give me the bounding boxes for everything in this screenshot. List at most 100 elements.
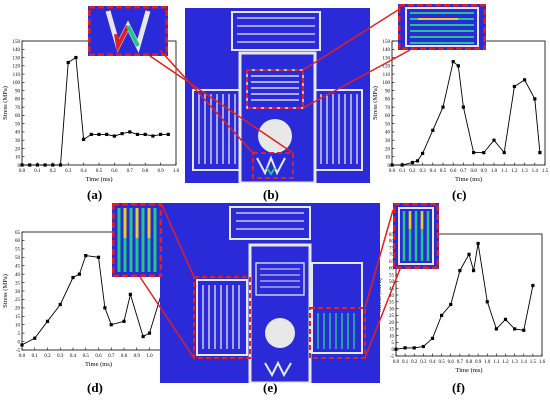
y-tick-label: 25 [15,298,21,303]
panel-label-d: (d) [87,380,103,395]
y-tick-label: 50 [15,256,21,261]
y-tick-label: 60 [385,114,391,119]
inset-right-comb-image [393,203,439,269]
data-point [394,347,398,351]
data-point [51,163,55,167]
data-point [523,78,527,82]
data-point [122,319,126,323]
x-tick-label: 0.2 [411,360,418,365]
inset-top-comb-image [398,4,486,50]
y-tick-label: 40 [15,131,21,136]
data-point [522,328,526,332]
x-tick-label: 1.0 [173,169,180,174]
data-point [58,163,63,167]
x-tick-label: 1.6 [539,360,546,365]
data-point [492,138,496,142]
data-point [135,132,140,137]
x-tick-label: 0.1 [34,169,41,174]
y-tick-label: 140 [383,48,391,53]
x-tick-label: 0.7 [108,354,115,359]
data-point [456,64,460,68]
y-tick-label: 150 [13,40,21,45]
data-point [533,97,537,101]
x-tick-label: 1.1 [501,169,508,174]
y-tick-label: 30 [15,290,21,295]
y-tick-label: 10 [15,324,21,329]
data-point [166,132,170,137]
y-tick-label: 50 [385,122,391,127]
inset-top-comb [398,4,486,50]
y-tick-label: 0 [388,164,391,169]
y-tick-label: 55 [389,273,395,278]
data-point [112,134,116,138]
data-point [105,132,109,137]
chart-a: 0.0 0.1 0.2 0.3 0.4 0.5 0.6 0.7 0.8 0.9 1.0 0 10 20 30… [0,33,190,193]
data-point [451,60,455,64]
y-tick-label: 15 [15,315,21,320]
x-tick-label: 0.5 [439,360,446,365]
x-tick-label: 0.6 [111,169,118,174]
data-point [84,254,88,258]
x-tick-label: 0.8 [121,354,128,359]
data-point [141,334,145,339]
y-axis-label: Stress (MPa) [372,86,379,120]
x-tick-label: 0.1 [32,354,39,359]
data-point [97,132,101,137]
data-point [128,130,132,134]
panel-label-a: (a) [87,187,103,202]
data-point [89,132,93,137]
data-point [35,163,39,167]
data-point [128,292,132,296]
data-point [120,131,124,136]
y-tick-label: 20 [389,321,395,326]
y-tick-label: 40 [389,294,395,299]
data-point [410,160,414,165]
x-tick-label: 0.7 [127,169,134,174]
x-tick-label: 1.2 [511,169,518,174]
data-point [513,327,517,331]
y-tick-label: 45 [389,287,395,292]
y-tick-label: 30 [385,139,391,144]
y-tick-label: 5 [18,332,21,337]
x-tick-label: 0.8 [466,360,473,365]
fea-model-b-image [185,8,370,183]
y-tick-label: 60 [15,239,21,244]
x-tick-label: 1.0 [491,169,498,174]
chart-c-svg: 0.0 0.1 0.2 0.3 0.4 0.5 0.6 0.7 0.8 0.9 1.0 1.1 1.2 1… [372,40,549,183]
x-tick-label: 0.5 [83,354,90,359]
plot-frame [391,40,546,166]
x-tick-label: 0.7 [460,169,467,174]
inset-right-comb [393,203,439,269]
x-tick-label: 0.4 [80,169,87,174]
chart-c: 0.0 0.1 0.2 0.3 0.4 0.5 0.6 0.7 0.8 0.9 1.0 1.1 1.2 1… [370,33,550,193]
y-tick-label: 80 [385,98,391,103]
data-point [403,346,407,350]
x-tick-label: 0.3 [65,169,72,174]
data-point [20,343,24,347]
x-axis-label: Time (ms) [85,361,112,368]
x-tick-label: 1.0 [484,360,491,365]
y-tick-label: 110 [383,73,391,78]
data-point [472,151,476,155]
x-tick-label: 0.6 [450,169,457,174]
y-tick-label: 70 [385,106,391,111]
data-point [33,336,37,340]
fea-model-b [185,8,370,183]
y-tick-label: 25 [389,314,395,319]
inset-left-comb-image [112,203,162,277]
x-tick-label: 0.6 [95,354,102,359]
y-tick-label: 120 [383,65,391,70]
x-axis-label: Time (ms) [85,176,112,183]
data-point [449,302,453,307]
x-tick-label: 1.3 [521,169,528,174]
inset-left-comb [112,203,162,277]
data-point [103,306,107,310]
x-tick-label: 0.0 [19,354,26,359]
x-tick-label: 0.0 [389,169,396,174]
y-tick-label: 10 [389,334,395,339]
panel-label-f: (f) [452,380,465,395]
data-point [494,327,498,331]
data-point [458,269,462,273]
x-tick-label: 1.3 [512,360,519,365]
panel-label-e: (e) [263,380,278,395]
